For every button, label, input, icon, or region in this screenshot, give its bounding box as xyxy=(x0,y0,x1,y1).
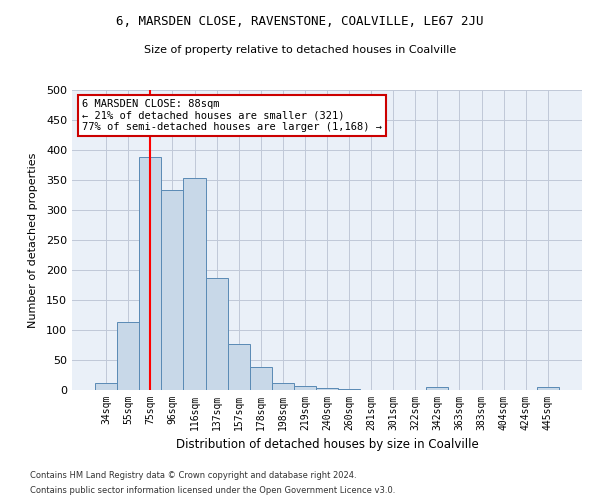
Text: 6, MARSDEN CLOSE, RAVENSTONE, COALVILLE, LE67 2JU: 6, MARSDEN CLOSE, RAVENSTONE, COALVILLE,… xyxy=(116,15,484,28)
Text: Size of property relative to detached houses in Coalville: Size of property relative to detached ho… xyxy=(144,45,456,55)
Bar xyxy=(227,344,250,390)
Y-axis label: Number of detached properties: Number of detached properties xyxy=(28,152,38,328)
Bar xyxy=(184,178,206,390)
Bar xyxy=(537,387,559,390)
Bar xyxy=(250,367,272,390)
Bar xyxy=(272,384,294,390)
Bar xyxy=(294,386,316,390)
Bar xyxy=(161,190,184,390)
Bar xyxy=(206,278,227,390)
Text: 6 MARSDEN CLOSE: 88sqm
← 21% of detached houses are smaller (321)
77% of semi-de: 6 MARSDEN CLOSE: 88sqm ← 21% of detached… xyxy=(82,99,382,132)
Text: Contains HM Land Registry data © Crown copyright and database right 2024.: Contains HM Land Registry data © Crown c… xyxy=(30,471,356,480)
Bar xyxy=(427,387,448,390)
Text: Contains public sector information licensed under the Open Government Licence v3: Contains public sector information licen… xyxy=(30,486,395,495)
X-axis label: Distribution of detached houses by size in Coalville: Distribution of detached houses by size … xyxy=(176,438,478,452)
Bar xyxy=(117,322,139,390)
Bar xyxy=(139,157,161,390)
Bar xyxy=(316,388,338,390)
Bar xyxy=(95,384,117,390)
